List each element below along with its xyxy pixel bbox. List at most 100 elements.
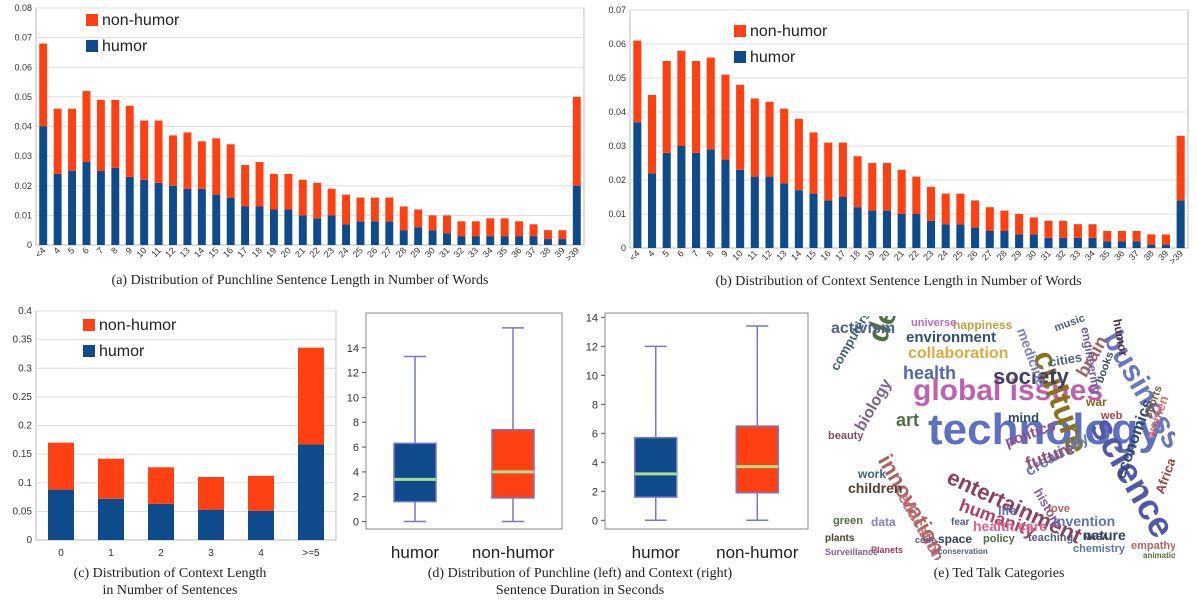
y-tick-label: 0.03 [14, 151, 32, 161]
bar-humor [765, 176, 774, 248]
x-tick-label: 10 [730, 248, 744, 262]
wordcloud-word: mind [1008, 410, 1040, 425]
bar-humor [39, 126, 48, 245]
bar-humor [838, 197, 847, 248]
wordcloud-word: nature [1083, 527, 1126, 543]
bar-humor [1059, 237, 1068, 248]
wordcloud-word: children [848, 480, 903, 496]
bar-non-humor [98, 458, 124, 499]
wordcloud-word: chemistry [1073, 543, 1125, 555]
bar-non-humor [486, 218, 495, 237]
wordcloud-word: global issues [913, 374, 1104, 407]
bar-non-humor [248, 475, 274, 511]
x-tick-label: 19 [264, 245, 278, 259]
wordcloud-word: life [998, 503, 1017, 518]
bar-humor [68, 170, 77, 245]
bar-humor [794, 190, 803, 248]
x-tick-label: 16 [221, 245, 235, 259]
x-tick-label: 19 [863, 248, 877, 262]
x-tick-label: 13 [178, 245, 192, 259]
bar-non-humor [765, 101, 774, 177]
wordcloud-word: activism [831, 320, 896, 337]
bar-humor [183, 188, 192, 245]
x-tick-label: 15 [804, 248, 818, 262]
bar-humor [897, 214, 906, 248]
bar-humor [1044, 237, 1053, 248]
wordcloud-word: love [1048, 503, 1071, 515]
bar-humor [48, 489, 74, 540]
bar-non-humor [572, 96, 581, 186]
bar-non-humor [399, 206, 408, 231]
bar-humor [471, 236, 480, 245]
x-tick-label: 4 [258, 548, 264, 559]
bar-non-humor [198, 477, 224, 510]
y-tick-label: 0 [592, 515, 598, 527]
bar-non-humor [212, 138, 221, 195]
x-tick-label: 33 [1068, 248, 1082, 262]
y-tick-label: 0.01 [14, 210, 32, 220]
bar-humor [298, 215, 307, 245]
bar-humor [154, 182, 163, 245]
y-tick-label: 0.3 [18, 363, 32, 374]
x-tick-label: 26 [365, 245, 379, 259]
bar-non-humor [39, 43, 48, 127]
x-tick-label: 6 [80, 245, 91, 256]
bar-non-humor [1088, 224, 1097, 238]
x-tick-label: 24 [336, 245, 350, 259]
x-tick-label: 6 [675, 248, 686, 259]
bar-humor [529, 236, 538, 245]
bar-humor [558, 239, 567, 245]
bar-humor [985, 231, 994, 248]
wordcloud-word: environment [906, 329, 997, 346]
bar-humor [824, 200, 833, 248]
bar-non-humor [327, 188, 336, 216]
bar-non-humor [956, 193, 965, 225]
chart-context-sentences: 0 0.05 0.1 0.15 0.2 0.25 0.3 0.35 0.4 0 1 2 3 4 >=5 non… [13, 306, 337, 559]
bar-non-humor [1059, 220, 1068, 238]
box-iqr [491, 428, 535, 499]
x-tick-label: 4 [51, 245, 62, 256]
x-tick-label: 23 [921, 248, 935, 262]
x-tick-label: 13 [774, 248, 788, 262]
x-tick-label: 35 [1097, 248, 1111, 262]
bar-humor [443, 233, 451, 245]
bar-non-humor [428, 215, 437, 231]
bar-humor [96, 170, 105, 245]
bar-non-humor [1117, 231, 1126, 242]
bar-humor [486, 236, 495, 245]
x-tick-label: >39 [563, 245, 581, 263]
bar-non-humor [662, 61, 671, 153]
wordcloud-word: teaching [1028, 532, 1074, 544]
x-tick-label: 0 [58, 548, 64, 559]
x-tick-label: 12 [163, 245, 177, 259]
bar-non-humor [342, 194, 351, 225]
bar-non-humor [736, 84, 745, 170]
y-tick-label: 0.05 [608, 73, 626, 83]
legend-label-non-humor: non-humor [99, 317, 177, 334]
x-tick-label: 20 [877, 248, 891, 262]
wordcloud-word: happiness [953, 318, 1013, 332]
bar-non-humor [169, 135, 177, 186]
bar-non-humor [443, 215, 451, 234]
bar-humor [780, 183, 789, 248]
y-tick-label: 0.35 [13, 335, 33, 346]
legend-swatch-non-humor [86, 14, 98, 26]
legend-label-non-humor: non-humor [102, 12, 180, 29]
y-tick-label: 0.04 [14, 122, 32, 132]
caption-b: (b) Distribution of Context Sentence Len… [715, 274, 1082, 289]
y-tick-label: 0.07 [608, 5, 626, 15]
bar-non-humor [1015, 214, 1024, 235]
bar-humor [647, 173, 657, 248]
bar-humor [677, 146, 686, 248]
bar-non-humor [633, 40, 642, 123]
x-tick-label: 4 [646, 248, 657, 259]
bar-non-humor [226, 144, 235, 198]
bar-non-humor [269, 173, 278, 210]
bar-non-humor [780, 108, 789, 184]
bar-humor [868, 210, 877, 248]
y-tick-label: 14 [347, 343, 359, 355]
y-tick-label: 0.04 [608, 107, 626, 117]
bar-non-humor [82, 90, 91, 163]
wordcloud-word: work [858, 467, 887, 481]
wordcloud-word: green [833, 515, 863, 527]
